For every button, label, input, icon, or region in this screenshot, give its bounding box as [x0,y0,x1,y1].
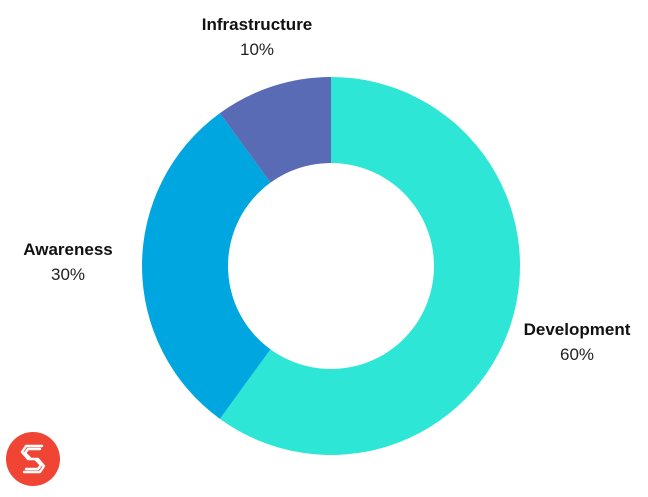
slice-infrastructure [219,77,331,183]
slice-awareness [141,113,271,419]
slices-layer [141,77,521,456]
labels-layer: Development 60% Awareness 30% Infrastructure… [23,15,630,364]
slice-label-infrastructure: Infrastructure [202,15,313,34]
slice-value-awareness: 30% [51,265,85,284]
slice-value-development: 60% [560,345,594,364]
slice-value-infrastructure: 10% [240,40,274,59]
brand-s-logo-icon [4,430,62,488]
slice-label-development: Development [524,320,631,339]
slice-label-awareness: Awareness [23,240,112,259]
slice-development [219,77,521,456]
